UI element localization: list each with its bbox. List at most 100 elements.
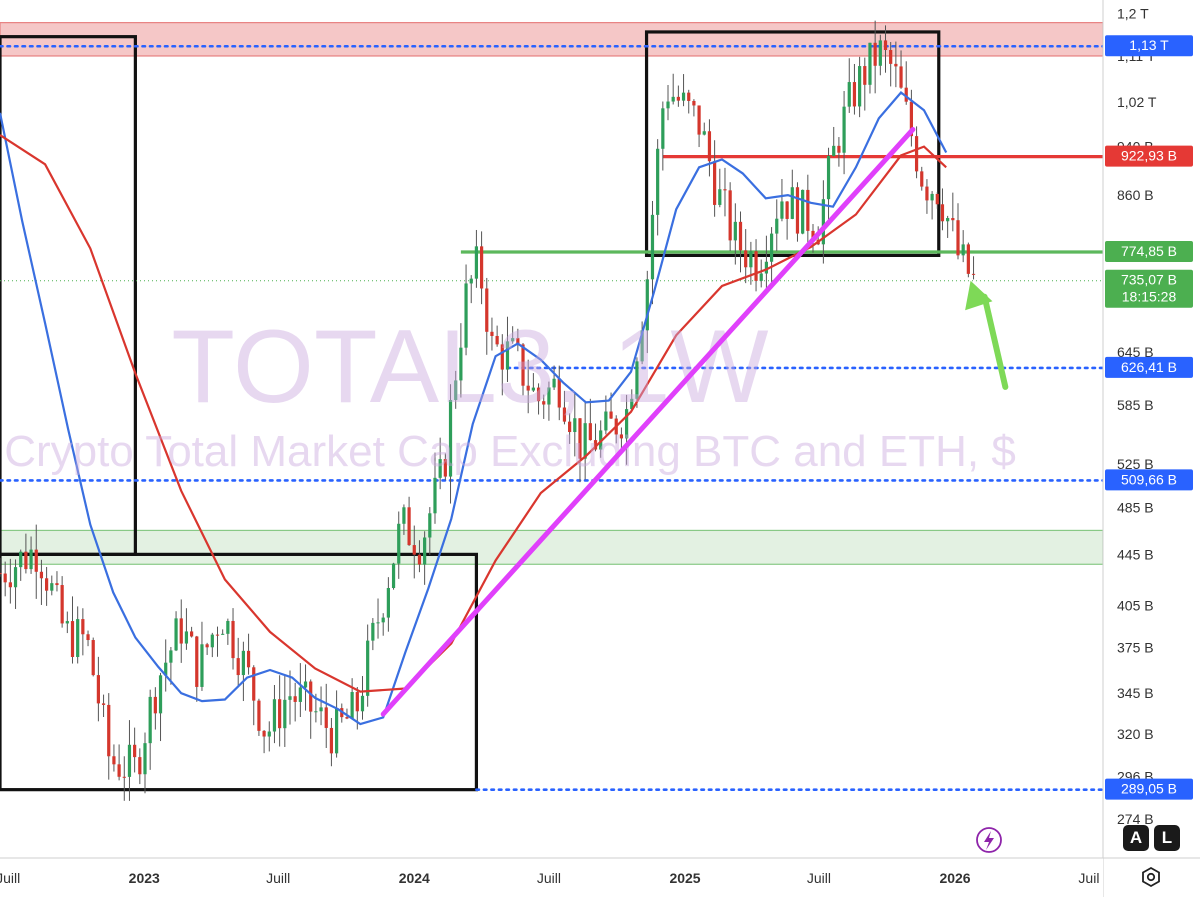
candle-body xyxy=(635,361,639,399)
candle xyxy=(961,230,965,263)
candle-body xyxy=(521,344,525,386)
candle-body xyxy=(60,585,64,624)
candle xyxy=(697,105,701,148)
candle-body xyxy=(448,400,453,477)
candle xyxy=(122,756,126,801)
price-label: 289,05 B xyxy=(1105,778,1193,800)
candle xyxy=(241,641,245,702)
candle xyxy=(806,174,810,248)
price-axis xyxy=(1103,0,1200,897)
candle xyxy=(76,606,80,664)
candle xyxy=(221,629,225,635)
candle-body xyxy=(495,335,499,345)
candle-body xyxy=(148,696,152,744)
candle-body xyxy=(536,387,541,402)
candle xyxy=(930,191,934,220)
candle-body xyxy=(630,398,634,410)
candle xyxy=(117,744,121,781)
candle xyxy=(692,99,696,117)
y-tick-label: 1,2 T xyxy=(1117,5,1149,21)
candle xyxy=(578,418,582,483)
candle-body xyxy=(811,230,815,240)
candle xyxy=(381,613,385,636)
candle-body xyxy=(278,699,282,729)
candle xyxy=(873,20,877,94)
candle-body xyxy=(858,66,862,107)
candle-body xyxy=(511,338,515,342)
candle-body xyxy=(568,421,572,433)
candle-body xyxy=(200,644,204,687)
candle xyxy=(29,536,33,574)
candle-body xyxy=(837,145,841,153)
candle-body xyxy=(676,96,680,101)
candle xyxy=(428,507,432,555)
candle-body xyxy=(412,545,416,555)
candle xyxy=(474,229,479,288)
candle xyxy=(883,25,888,73)
candle xyxy=(971,256,976,280)
candle xyxy=(702,122,706,136)
candle xyxy=(956,203,960,260)
candle-body xyxy=(702,131,706,135)
candle-body xyxy=(189,631,194,637)
candle-body xyxy=(464,283,468,348)
lightning-icon xyxy=(976,827,1002,853)
y-tick-label: 320 B xyxy=(1117,726,1154,742)
chart-settings-icon[interactable] xyxy=(1136,862,1166,892)
candle-body xyxy=(547,387,551,405)
candle-body xyxy=(236,658,240,676)
candle xyxy=(164,639,168,692)
candle-body xyxy=(795,187,800,234)
price-zone xyxy=(0,529,1104,565)
candle xyxy=(966,242,970,278)
y-tick-label: 375 B xyxy=(1117,640,1154,656)
candle-body xyxy=(899,66,903,88)
candle-body xyxy=(956,220,960,256)
candle xyxy=(174,611,178,652)
candle-body xyxy=(314,711,318,713)
candle xyxy=(236,637,240,688)
auto-scale-button[interactable]: A xyxy=(1123,825,1149,851)
candle-body xyxy=(231,620,235,659)
y-tick-label: 585 B xyxy=(1117,397,1154,413)
candle-body xyxy=(889,50,893,64)
price-label-text: 922,93 B xyxy=(1121,148,1177,164)
candle-body xyxy=(562,407,567,422)
candle-body xyxy=(940,204,945,222)
candle xyxy=(376,598,380,639)
candle-body xyxy=(645,279,649,331)
candle xyxy=(158,672,163,742)
candle-body xyxy=(656,148,660,215)
candle-body xyxy=(428,513,432,538)
candle xyxy=(298,663,302,718)
candle xyxy=(226,618,230,645)
candle xyxy=(749,241,753,285)
log-scale-button[interactable]: L xyxy=(1154,825,1180,851)
x-tick-label: Juill xyxy=(266,870,290,886)
candle xyxy=(293,682,297,722)
candle-body xyxy=(759,273,763,281)
price-label: 626,41 B xyxy=(1105,356,1193,378)
candle-body xyxy=(112,756,116,765)
candle-body xyxy=(272,699,277,732)
candle xyxy=(423,531,427,585)
candle-body xyxy=(13,567,18,588)
candle-body xyxy=(624,409,629,439)
candle xyxy=(889,42,893,87)
candle-body xyxy=(925,186,929,201)
price-label-text: 626,41 B xyxy=(1121,359,1177,375)
candle xyxy=(790,169,794,220)
candle xyxy=(309,679,313,739)
price-label-text: 1,13 T xyxy=(1129,37,1169,53)
candle-body xyxy=(485,288,489,332)
candle xyxy=(479,231,484,305)
candle-body xyxy=(195,636,199,687)
candle-body xyxy=(86,634,90,641)
candle-body xyxy=(423,537,427,565)
candle-body xyxy=(107,704,111,757)
candle xyxy=(821,180,825,264)
candle xyxy=(189,626,194,638)
candle xyxy=(764,235,769,291)
